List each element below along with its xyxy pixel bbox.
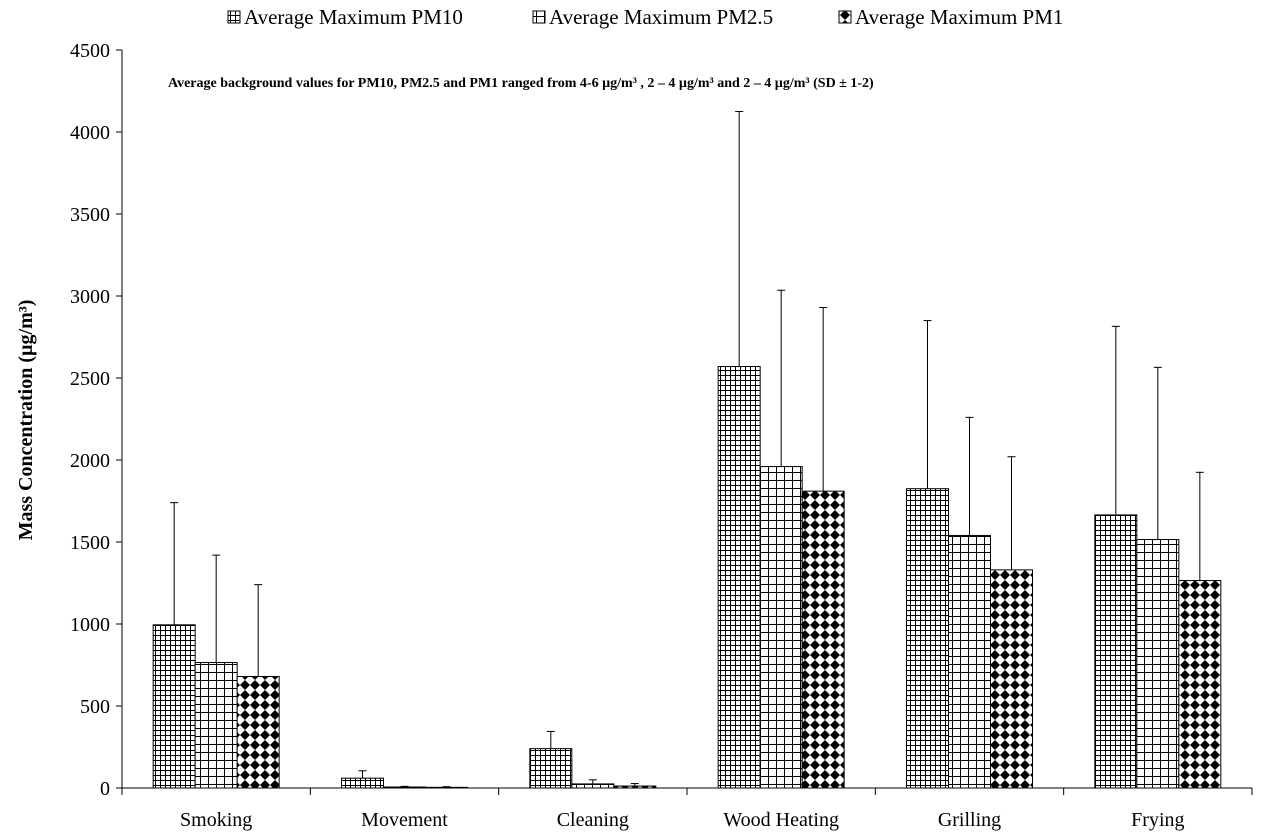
legend-label-pm25: Average Maximum PM2.5 <box>549 5 773 29</box>
bar <box>236 675 280 789</box>
x-tick-label: Grilling <box>938 809 1001 831</box>
y-tick-label: 2500 <box>70 368 110 390</box>
x-tick-label: Smoking <box>180 809 252 831</box>
legend-swatch-pm1 <box>838 10 852 24</box>
bar <box>571 783 615 789</box>
error-bars <box>170 111 1204 788</box>
bars <box>152 366 1222 789</box>
x-tick-label: Movement <box>361 809 448 831</box>
y-tick-label: 500 <box>80 696 110 718</box>
bar <box>194 662 238 789</box>
bar <box>1136 539 1180 789</box>
legend-label-pm10: Average Maximum PM10 <box>244 5 463 29</box>
bar <box>801 490 845 789</box>
y-tick-label: 1000 <box>70 614 110 636</box>
y-tick-labels: 0 500 1000 1500 2000 2500 3000 3500 4000 4500 <box>70 40 110 800</box>
bar <box>906 488 949 789</box>
legend-swatch-pm25 <box>532 10 546 24</box>
bar <box>1094 514 1138 789</box>
x-tick-label: Cleaning <box>557 809 629 831</box>
x-tick-label: Wood Heating <box>723 809 839 831</box>
axes <box>116 49 1253 795</box>
bar <box>990 569 1033 789</box>
bar <box>1178 580 1222 789</box>
y-tick-label: 3500 <box>70 204 110 226</box>
y-tick-label: 3000 <box>70 286 110 308</box>
bar <box>152 624 196 789</box>
legend: Average Maximum PM10 Average Maximum PM2… <box>227 5 1063 29</box>
y-tick-label: 4000 <box>70 122 110 144</box>
bar <box>717 366 761 789</box>
x-tick-labels: Smoking Movement Cleaning Wood Heating Grill… <box>180 809 1184 831</box>
bar <box>341 777 384 789</box>
bar <box>948 534 991 789</box>
y-tick-label: 0 <box>100 778 110 800</box>
y-tick-label: 2000 <box>70 450 110 472</box>
bar <box>613 785 657 789</box>
y-tick-label: 1500 <box>70 532 110 554</box>
x-tick-label: Frying <box>1131 809 1184 831</box>
bar <box>529 748 573 789</box>
legend-label-pm1: Average Maximum PM1 <box>855 5 1063 29</box>
bar <box>759 466 803 789</box>
y-tick-label: 4500 <box>70 40 110 62</box>
chart-annotation: Average background values for PM10, PM2.… <box>168 76 874 91</box>
bar <box>383 786 426 789</box>
bar <box>425 786 468 789</box>
y-axis-label: Mass Concentration (µg/m³) <box>15 300 37 541</box>
legend-swatch-pm10 <box>227 10 241 24</box>
